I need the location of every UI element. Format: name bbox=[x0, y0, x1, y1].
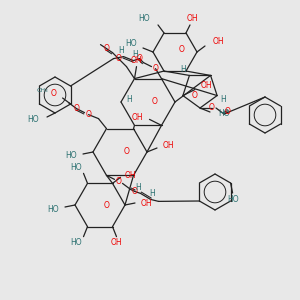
Text: HO: HO bbox=[218, 110, 230, 118]
Text: HO: HO bbox=[227, 194, 239, 203]
Text: O: O bbox=[132, 187, 137, 196]
Text: O: O bbox=[179, 46, 184, 55]
Text: HO: HO bbox=[27, 115, 39, 124]
Text: O: O bbox=[103, 200, 109, 209]
Text: OH: OH bbox=[132, 113, 143, 122]
Text: H: H bbox=[220, 95, 226, 104]
Text: O: O bbox=[153, 64, 158, 73]
Text: H: H bbox=[136, 183, 141, 192]
Text: H: H bbox=[126, 95, 132, 104]
Text: H: H bbox=[150, 189, 155, 198]
Text: CH₃: CH₃ bbox=[37, 88, 49, 92]
Text: O: O bbox=[74, 104, 80, 113]
Text: O: O bbox=[51, 89, 57, 98]
Text: O: O bbox=[225, 107, 231, 116]
Text: O: O bbox=[209, 103, 215, 112]
Text: O: O bbox=[124, 148, 130, 157]
Text: OH: OH bbox=[186, 14, 198, 23]
Text: OH: OH bbox=[163, 142, 175, 151]
Text: OH: OH bbox=[111, 238, 122, 247]
Text: OH: OH bbox=[201, 81, 212, 90]
Text: HO: HO bbox=[70, 238, 82, 247]
Text: OH: OH bbox=[124, 171, 136, 180]
Text: O: O bbox=[136, 54, 142, 63]
Text: OH: OH bbox=[141, 199, 153, 208]
Text: H: H bbox=[118, 46, 124, 55]
Text: HO: HO bbox=[47, 205, 59, 214]
Text: OH: OH bbox=[213, 38, 225, 46]
Text: OH: OH bbox=[131, 56, 142, 65]
Text: O: O bbox=[116, 54, 122, 63]
Text: O: O bbox=[192, 91, 198, 100]
Text: O: O bbox=[152, 98, 158, 106]
Text: O: O bbox=[103, 44, 109, 53]
Text: O: O bbox=[116, 177, 122, 186]
Text: HO: HO bbox=[70, 163, 82, 172]
Text: H: H bbox=[181, 65, 186, 74]
Text: HO: HO bbox=[138, 14, 150, 23]
Text: HO: HO bbox=[65, 152, 77, 160]
Text: HO: HO bbox=[125, 40, 137, 49]
Text: H: H bbox=[133, 50, 138, 59]
Text: O: O bbox=[85, 110, 91, 119]
